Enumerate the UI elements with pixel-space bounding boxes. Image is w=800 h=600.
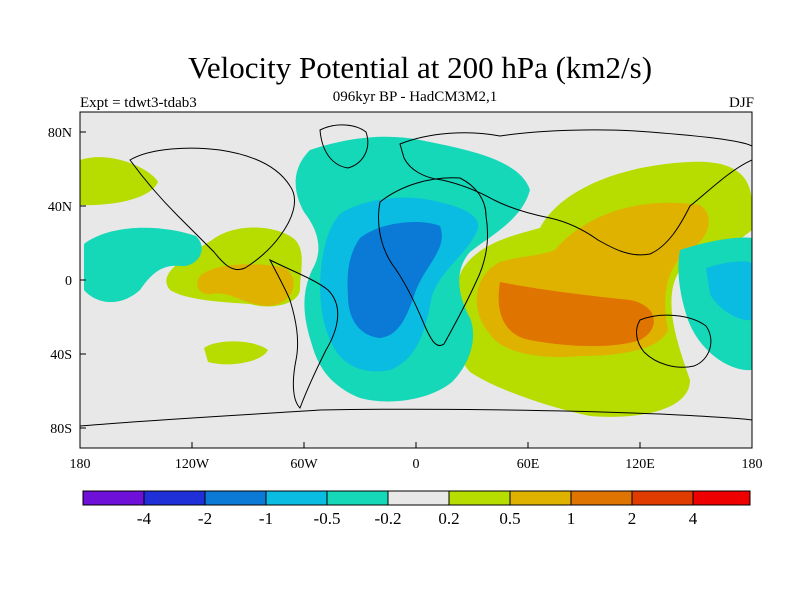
colorbar-box	[632, 491, 693, 505]
x-tick-label: 60W	[290, 457, 318, 472]
negative-contours	[84, 136, 752, 402]
coast-greenland	[319, 124, 369, 169]
colorbar-label: 4	[689, 509, 698, 528]
colorbar-label: 0.5	[499, 509, 520, 528]
x-tick-label: 60E	[517, 457, 540, 472]
y-tick-marks	[80, 131, 86, 429]
map-subtitle: 096kyr BP - HadCM3M2,1	[332, 89, 498, 105]
colorbar-label: -2	[198, 509, 212, 528]
contour-e-pacific-negative	[84, 227, 202, 303]
contour-n-pacific-positive	[80, 157, 158, 206]
contour-w-pacific-negative-2	[706, 261, 752, 321]
colorbar-box	[205, 491, 266, 505]
coast-antarctica	[80, 408, 752, 427]
colorbar-label: 0.2	[438, 509, 459, 528]
colorbar-label: -1	[259, 509, 273, 528]
colorbar-box	[388, 491, 449, 505]
colorbar-frame	[82, 490, 751, 506]
colorbar-label: -4	[137, 509, 152, 528]
positive-contours	[80, 157, 752, 417]
colorbar-box	[693, 491, 750, 505]
contour-indian-ocean-positive-3	[498, 282, 654, 347]
y-tick-label: 40N	[48, 200, 72, 215]
x-tick-marks	[79, 442, 753, 448]
colorbar-box	[510, 491, 571, 505]
y-tick-labels: 80N 40N 0 40S 80S	[48, 126, 72, 437]
map-field	[80, 112, 752, 448]
colorbar-label: -0.5	[314, 509, 341, 528]
contour-atlantic-africa-negative-3	[347, 222, 442, 338]
y-tick-label: 80S	[50, 422, 72, 437]
contour-s-pacific-positive	[204, 341, 268, 365]
coast-africa	[378, 177, 489, 346]
x-tick-label: 120W	[175, 457, 210, 472]
coast-eurasia	[399, 129, 752, 256]
experiment-label: Expt = tdwt3-tdab3	[80, 95, 197, 111]
colorbar-label: 2	[628, 509, 637, 528]
colorbar-box	[327, 491, 388, 505]
colorbar-box	[266, 491, 327, 505]
season-label: DJF	[728, 95, 754, 111]
colorbar-box	[83, 491, 144, 505]
coast-north-america	[129, 147, 295, 270]
map-title: Velocity Potential at 200 hPa (km2/s)	[187, 50, 653, 85]
y-tick-label: 0	[65, 274, 72, 289]
coast-australia	[636, 314, 712, 368]
colorbar-label: 1	[567, 509, 576, 528]
x-tick-labels: 180 120W 60W 0 60E 120E 180	[70, 457, 763, 472]
contour-tropical-atlantic-positive-2	[197, 264, 294, 306]
y-tick-label: 40S	[50, 348, 72, 363]
x-tick-label: 0	[413, 457, 420, 472]
coastlines	[80, 124, 752, 427]
y-tick-label: 80N	[48, 126, 72, 141]
x-tick-label: 120E	[625, 457, 655, 472]
colorbar-box	[571, 491, 632, 505]
colorbar-label: -0.2	[375, 509, 402, 528]
x-tick-label: 180	[70, 457, 91, 472]
colorbar: -4 -2 -1 -0.5 -0.2 0.2 0.5 1 2 4	[82, 490, 751, 528]
colorbar-box	[144, 491, 205, 505]
coast-south-america	[268, 258, 339, 409]
x-tick-label: 180	[742, 457, 763, 472]
colorbar-box	[449, 491, 510, 505]
